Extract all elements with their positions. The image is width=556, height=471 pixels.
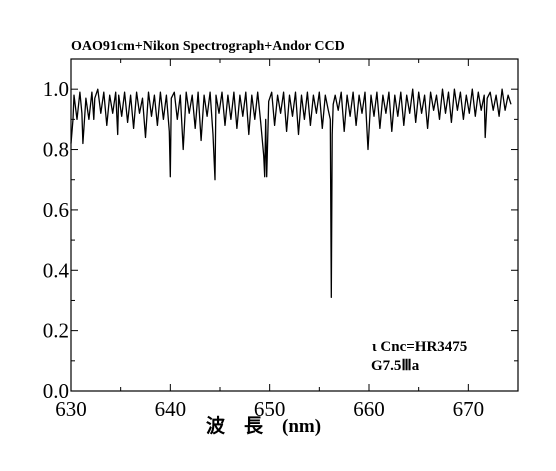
axis-ticks <box>70 58 519 392</box>
x-axis-label: 波 長 (nm) <box>206 414 321 437</box>
tick-labels: 630 640 650 660 670 0.0 0.2 0.4 0.6 0.8 1.0 <box>43 77 484 421</box>
x-tick-label: 640 <box>155 397 187 421</box>
y-tick-label: 0.4 <box>43 258 70 282</box>
y-tick-label: 0.2 <box>43 319 69 343</box>
plot-frame <box>70 58 519 392</box>
y-tick-label: 1.0 <box>43 77 69 101</box>
spectrum-line <box>70 88 512 299</box>
x-tick-label: 660 <box>353 397 385 421</box>
spectral-type-annotation: G7.5Ⅲa <box>371 358 420 374</box>
x-tick-label: 630 <box>55 397 87 421</box>
chart-title: OAO91cm+Nikon Spectrograph+Andor CCD <box>71 39 345 54</box>
x-tick-label: 670 <box>453 397 485 421</box>
y-tick-label: 0.8 <box>43 138 69 162</box>
star-id-annotation: ι Cnc=HR3475 <box>372 339 467 355</box>
y-tick-label: 0.0 <box>43 379 69 403</box>
x-tick-label: 650 <box>254 397 286 421</box>
y-tick-label: 0.6 <box>43 198 69 222</box>
